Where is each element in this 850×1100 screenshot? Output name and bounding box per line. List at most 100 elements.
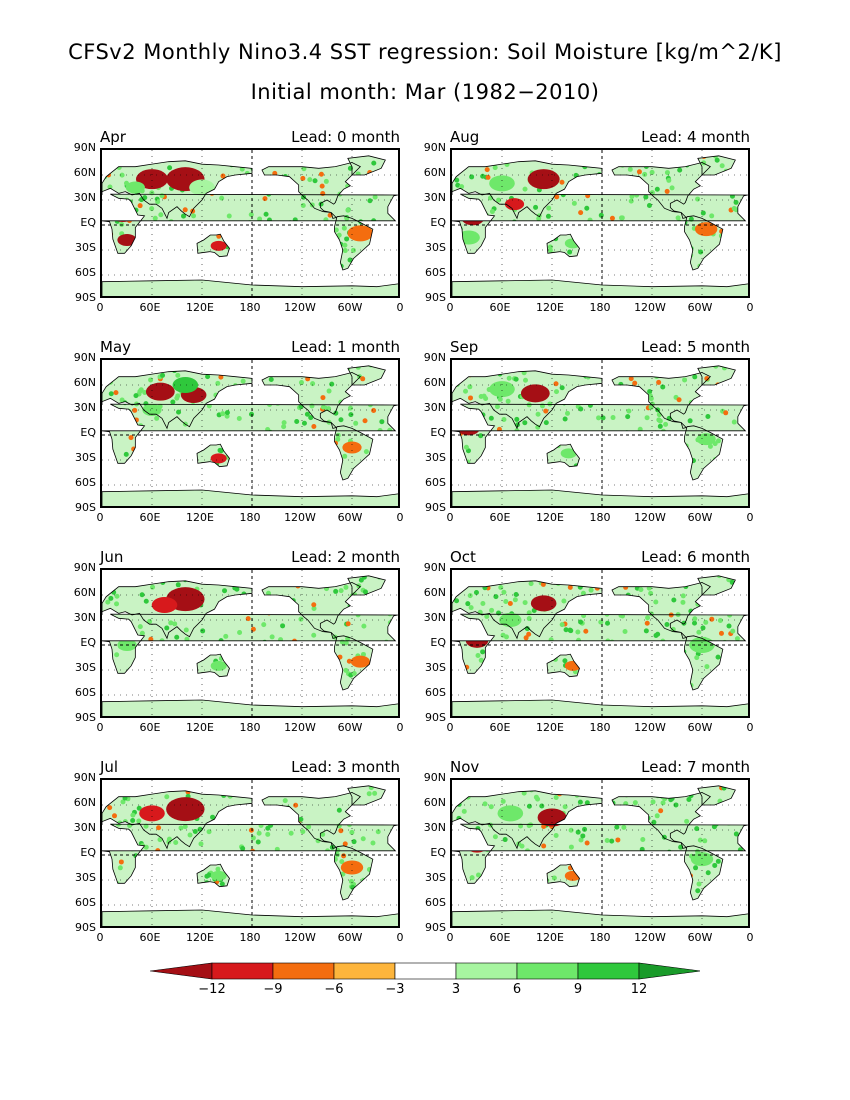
soil-moisture-cell xyxy=(690,458,696,464)
soil-moisture-cell xyxy=(274,462,280,468)
soil-moisture-cell xyxy=(740,236,746,242)
soil-moisture-cell xyxy=(320,464,326,470)
soil-moisture-cell xyxy=(239,682,245,688)
soil-moisture-cell xyxy=(713,254,719,260)
soil-moisture-cell xyxy=(271,785,277,787)
soil-moisture-cell xyxy=(269,881,275,887)
soil-moisture-cell xyxy=(604,785,610,789)
soil-moisture-cell xyxy=(155,199,161,205)
soil-moisture-cell xyxy=(154,415,160,421)
soil-moisture-cell xyxy=(545,570,550,574)
soil-moisture-cell xyxy=(311,424,317,430)
soil-moisture-cell xyxy=(534,785,540,788)
soil-moisture-cell xyxy=(150,584,156,590)
soil-moisture-cell xyxy=(351,839,357,845)
soil-moisture-cell xyxy=(245,445,251,451)
soil-moisture-cell xyxy=(262,196,268,202)
soil-moisture-cell xyxy=(175,372,181,378)
soil-moisture-cell xyxy=(507,781,512,786)
soil-moisture-cell xyxy=(563,627,569,633)
soil-moisture-cell xyxy=(627,166,633,172)
world-map xyxy=(102,360,398,506)
latitude-tick-label: 90N xyxy=(73,351,96,364)
soil-moisture-cell xyxy=(284,858,290,864)
soil-moisture-cell xyxy=(274,176,280,182)
soil-moisture-cell xyxy=(739,163,745,169)
coastline xyxy=(452,909,748,926)
soil-moisture-cell xyxy=(363,449,369,455)
soil-moisture-cell xyxy=(234,586,240,592)
soil-moisture-cell xyxy=(333,588,339,594)
longitude-tick-label: 0 xyxy=(746,721,754,734)
coastline xyxy=(261,582,362,639)
soil-moisture-cell xyxy=(145,570,150,573)
soil-moisture-cell xyxy=(709,180,715,186)
soil-moisture-cell xyxy=(656,417,662,423)
soil-moisture-cell xyxy=(218,374,224,380)
soil-moisture-cell xyxy=(144,575,150,581)
soil-moisture-cell xyxy=(252,251,258,257)
soil-moisture-cell xyxy=(687,418,693,424)
soil-moisture-cell xyxy=(250,873,256,879)
regression-anomaly xyxy=(151,597,178,613)
soil-moisture-cell xyxy=(220,859,226,865)
soil-moisture-cell xyxy=(555,470,561,476)
soil-moisture-cell xyxy=(513,459,519,465)
soil-moisture-cell xyxy=(257,586,263,592)
soil-moisture-cell xyxy=(606,670,612,676)
soil-moisture-cell xyxy=(603,880,609,886)
soil-moisture-cell xyxy=(273,180,279,186)
soil-moisture-cell xyxy=(469,684,475,690)
soil-moisture-cell xyxy=(666,785,672,790)
soil-moisture-cell xyxy=(311,632,317,638)
soil-moisture-cell xyxy=(185,664,191,670)
soil-moisture-cell xyxy=(360,836,366,842)
soil-moisture-cell xyxy=(292,263,298,269)
latitude-tick-label: 90N xyxy=(423,351,446,364)
soil-moisture-cell xyxy=(460,373,466,379)
soil-moisture-cell xyxy=(554,650,560,656)
soil-moisture-cell xyxy=(666,177,672,183)
soil-moisture-cell xyxy=(343,667,349,673)
regression-anomaly xyxy=(145,382,175,401)
soil-moisture-cell xyxy=(115,681,121,687)
soil-moisture-cell xyxy=(143,438,149,444)
soil-moisture-cell xyxy=(603,259,609,265)
soil-moisture-cell xyxy=(102,234,106,240)
soil-moisture-cell xyxy=(352,780,357,785)
soil-moisture-cell xyxy=(553,886,559,892)
soil-moisture-cell xyxy=(123,570,128,574)
soil-moisture-cell xyxy=(175,450,181,456)
soil-moisture-cell xyxy=(376,230,382,236)
latitude-tick-label: 90S xyxy=(75,501,96,514)
soil-moisture-cell xyxy=(489,209,495,215)
soil-moisture-cell xyxy=(605,620,611,626)
regression-anomaly xyxy=(489,381,515,398)
soil-moisture-cell xyxy=(501,361,506,366)
soil-moisture-cell xyxy=(675,663,681,669)
soil-moisture-cell xyxy=(606,164,612,170)
soil-moisture-cell xyxy=(526,631,532,637)
soil-moisture-cell xyxy=(676,219,682,225)
panel-lead-label: Lead: 1 month xyxy=(291,338,400,356)
soil-moisture-cell xyxy=(745,598,748,604)
longitude-tick-label: 0 xyxy=(396,931,404,944)
soil-moisture-cell xyxy=(124,150,129,153)
soil-moisture-cell xyxy=(482,585,488,591)
soil-moisture-cell xyxy=(481,393,487,399)
coastline xyxy=(102,160,253,220)
soil-moisture-cell xyxy=(250,166,256,172)
soil-moisture-cell xyxy=(604,368,610,374)
soil-moisture-cell xyxy=(715,654,721,660)
latitude-tick-label: EQ xyxy=(80,846,96,859)
latitude-tick-label: 30N xyxy=(423,191,446,204)
coastline xyxy=(347,785,386,806)
world-map xyxy=(452,780,748,926)
soil-moisture-cell xyxy=(516,229,522,235)
latitude-tick-label: 60N xyxy=(73,376,96,389)
latitude-tick-label: 90N xyxy=(73,771,96,784)
soil-moisture-cell xyxy=(143,844,149,850)
soil-moisture-cell xyxy=(139,630,145,636)
latitude-tick-label: 90N xyxy=(73,561,96,574)
soil-moisture-cell xyxy=(298,380,304,386)
